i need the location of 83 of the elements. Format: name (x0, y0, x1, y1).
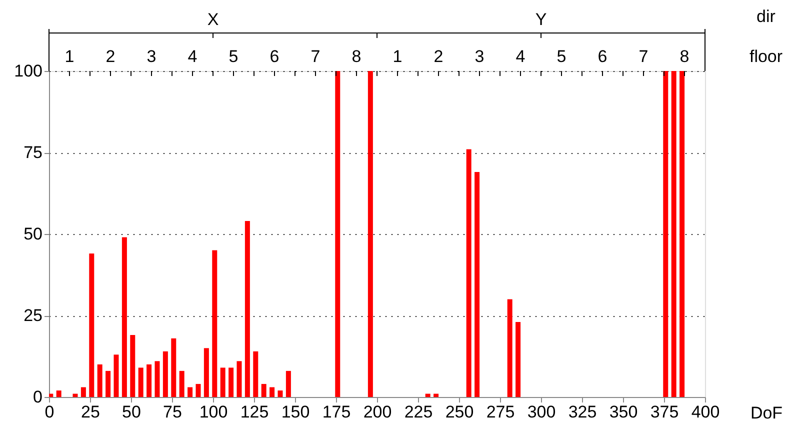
x-tick-label: 225 (404, 402, 433, 422)
bar (286, 370, 291, 397)
bar (474, 172, 480, 397)
y-tick-label: 0 (33, 388, 42, 406)
x-tick-label: 0 (44, 402, 54, 422)
bar (122, 237, 127, 397)
text: Y (535, 10, 547, 29)
x-tick-label: 125 (240, 402, 269, 422)
bar (114, 354, 119, 397)
bar (253, 351, 258, 397)
bar (236, 361, 242, 397)
text: 8 (680, 47, 690, 66)
text: 8 (352, 47, 362, 66)
text: 3 (146, 47, 156, 66)
bar (434, 394, 439, 397)
x-tick-label: 375 (650, 402, 679, 422)
bar (212, 250, 218, 397)
x-tick-label: 250 (445, 402, 474, 422)
x-tick-label: 75 (163, 402, 182, 422)
bar (244, 220, 250, 397)
y-tick-label: 50 (24, 224, 42, 244)
bar (154, 361, 160, 397)
bar (97, 364, 102, 397)
bar (663, 71, 668, 397)
x-axis-title: DoF (750, 404, 783, 422)
x-tick-label: 200 (363, 402, 392, 422)
y-tick-label: 25 (24, 306, 42, 325)
bar (680, 71, 685, 397)
text: 4 (516, 47, 526, 66)
bar (179, 370, 184, 397)
text: 1 (392, 47, 402, 66)
bar (425, 394, 430, 397)
x-tick-label: 175 (322, 402, 351, 422)
bar (671, 71, 676, 397)
x-tick-label: 275 (486, 402, 515, 422)
text: 6 (270, 47, 280, 66)
text: floor (749, 47, 783, 66)
bar (261, 384, 266, 397)
text: 4 (188, 47, 198, 66)
text: 6 (598, 47, 608, 66)
text: 7 (310, 47, 320, 66)
x-tick-label: 400 (691, 402, 720, 422)
bar (49, 394, 54, 397)
bar (80, 387, 86, 397)
text: 5 (556, 47, 566, 66)
x-tick-label: 50 (122, 402, 141, 422)
x-tick-label: 25 (81, 402, 100, 422)
text: 1 (64, 47, 74, 66)
bar (138, 368, 144, 397)
bar (196, 384, 201, 397)
bar (171, 338, 176, 397)
text: 3 (474, 47, 484, 66)
bar (56, 390, 62, 397)
bar (188, 387, 193, 397)
text: 2 (434, 47, 444, 66)
x-tick-label: 350 (609, 402, 638, 422)
y-tick-label: 100 (14, 62, 42, 80)
bar (507, 299, 512, 397)
bar (89, 254, 94, 397)
bar (146, 364, 152, 397)
text: X (207, 10, 219, 29)
text: dir (756, 7, 776, 26)
x-tick-label: 150 (281, 402, 310, 422)
x-tick-label: 100 (199, 402, 228, 422)
bar (278, 390, 283, 397)
bar (220, 368, 226, 397)
text: 5 (228, 47, 238, 66)
bar (130, 335, 136, 397)
y-tick-label: 75 (24, 143, 42, 162)
bar (368, 71, 373, 397)
bar (162, 351, 168, 397)
bar (228, 368, 234, 397)
text: 7 (638, 47, 648, 66)
bar (335, 71, 340, 397)
x-tick-label: 300 (527, 402, 556, 422)
bar (204, 348, 209, 397)
bar (466, 149, 472, 397)
bar (72, 394, 78, 397)
bar (270, 387, 275, 397)
x-tick-label: 325 (568, 402, 597, 422)
bar (516, 322, 521, 397)
bar (106, 370, 111, 397)
text: 2 (106, 47, 116, 66)
